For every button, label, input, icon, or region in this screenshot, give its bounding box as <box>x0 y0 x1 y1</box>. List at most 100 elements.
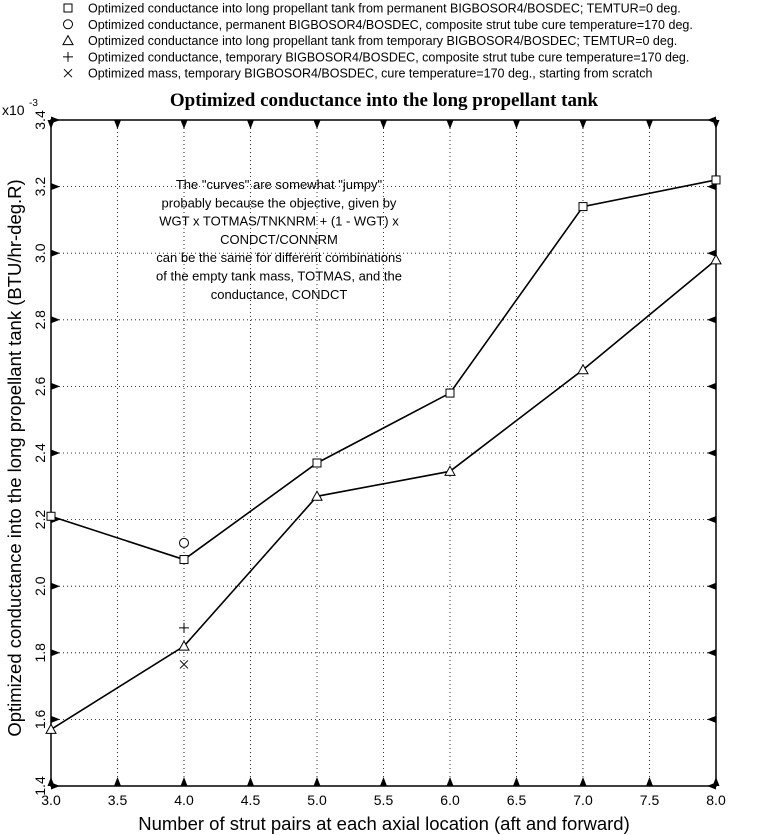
x-tick-top <box>380 120 387 129</box>
x-tick-bottom <box>380 777 387 786</box>
x-axis-label: Number of strut pairs at each axial loca… <box>138 813 630 834</box>
y-tick-label: 3.4 <box>32 110 48 130</box>
series-plus <box>179 622 189 633</box>
y-tick-label: 2.2 <box>32 510 48 530</box>
triangle-marker <box>178 640 190 651</box>
square-marker <box>179 555 189 565</box>
y-tick-labels: 1.4 1.6 1.8 2.0 2.2 2.4 2.6 2.8 3.0 3.2 3.4 <box>32 110 48 796</box>
x-tick-top <box>579 120 587 129</box>
y-tick-label: 2.0 <box>32 576 48 596</box>
annotation: The "curves" are somewhat "jumpy" probabl… <box>156 177 402 302</box>
square-marker <box>711 175 721 185</box>
x-tick-bottom <box>313 777 321 786</box>
x-tick-label: 8.0 <box>706 792 726 808</box>
circle-marker <box>63 19 73 30</box>
y-tick-left <box>51 582 60 590</box>
series-x <box>179 660 189 669</box>
y-tick-right <box>707 649 716 657</box>
x-tick-label: 3.5 <box>108 792 128 808</box>
plus-marker <box>179 622 189 633</box>
y-multiplier-exponent: -3 <box>29 98 38 109</box>
triangle-marker <box>710 253 722 265</box>
series-line <box>50 179 717 561</box>
y-multiplier-base: x10 <box>2 102 25 118</box>
annotation-line: can be the same for different combinatio… <box>156 250 402 265</box>
x-marker <box>179 660 189 669</box>
x-tick-bottom <box>247 777 254 786</box>
y-tick-right <box>707 183 716 191</box>
y-tick-left <box>51 382 60 390</box>
square-marker <box>63 3 73 13</box>
annotation-line: probably because the objective, given by <box>162 195 397 210</box>
y-tick-right <box>707 582 716 590</box>
x-tick-label: 5.0 <box>307 792 327 808</box>
x-tick-top <box>446 120 454 129</box>
series-triangle <box>45 253 722 734</box>
x-tick-label: 7.0 <box>573 792 593 808</box>
y-tick-left <box>51 183 60 191</box>
x-tick-top <box>114 120 121 129</box>
y-tick-right <box>707 116 716 124</box>
x-tick-top <box>247 120 254 129</box>
y-tick-right <box>707 316 716 324</box>
legend: Optimized conductance into long propella… <box>62 2 693 81</box>
square-marker <box>445 388 455 398</box>
x-tick-bottom <box>579 777 587 786</box>
triangle-marker <box>444 465 456 476</box>
y-tick-label: 2.8 <box>32 310 48 330</box>
annotation-line: CONDCT/CONNRM <box>220 232 338 247</box>
x-tick-label: 4.5 <box>241 792 261 808</box>
triangle-marker <box>311 490 323 501</box>
triangle-marker <box>577 363 589 375</box>
y-tick-left <box>51 715 60 723</box>
x-tick-label: 6.5 <box>507 792 527 808</box>
y-tick-label: 2.6 <box>32 376 48 396</box>
y-multiplier-label: x10 -3 <box>2 98 38 118</box>
x-tick-label: 6.0 <box>440 792 460 808</box>
y-tick-right <box>707 249 716 257</box>
annotation-line: WGT x TOTMAS/TNKNRM + (1 - WGT) x <box>159 214 399 229</box>
y-tick-right <box>707 516 716 524</box>
y-tick-right <box>707 449 716 457</box>
x-tick-top <box>313 120 321 129</box>
y-axis-label: Optimized conductance into the long prop… <box>4 179 25 736</box>
annotation-line: of the empty tank mass, TOTMAS, and the <box>156 269 402 284</box>
x-tick-top <box>180 120 188 129</box>
x-tick-bottom <box>180 777 188 786</box>
annotation-line: The "curves" are somewhat "jumpy" <box>176 177 383 192</box>
x-tick-label: 4.0 <box>174 792 194 808</box>
y-tick-label: 1.6 <box>32 709 48 729</box>
legend-entry-label: Optimized mass, temporary BIGBOSOR4/BOSD… <box>88 67 652 81</box>
x-tick-label: 5.5 <box>374 792 394 808</box>
legend-entry-label: Optimized conductance into long propella… <box>88 34 677 48</box>
grid <box>51 120 716 786</box>
x-tick-labels: 3.0 3.5 4.0 4.5 5.0 5.5 6.0 6.5 7.0 7.5 8.0 <box>41 792 726 808</box>
y-tick-left <box>51 116 60 124</box>
x-tick-bottom <box>513 777 520 786</box>
legend-entry-label: Optimized conductance into long propella… <box>88 2 681 16</box>
x-tick-bottom <box>446 777 454 786</box>
y-tick-label: 3.2 <box>32 177 48 197</box>
y-tick-label: 1.8 <box>32 643 48 663</box>
y-tick-right <box>707 382 716 390</box>
chart-title: Optimized conductance into the long prop… <box>170 90 599 111</box>
x-tick-top <box>646 120 653 129</box>
x-tick-top <box>513 120 520 129</box>
y-tick-label: 2.4 <box>32 443 48 463</box>
series-layer <box>45 175 722 734</box>
x-tick-bottom <box>646 777 653 786</box>
y-tick-left <box>51 782 60 790</box>
y-tick-label: 1.4 <box>32 776 48 796</box>
series-square <box>46 175 721 565</box>
y-tick-left <box>51 316 60 324</box>
series-line <box>50 259 717 731</box>
x-tick-label: 7.5 <box>640 792 660 808</box>
series-circle <box>179 537 189 548</box>
plus-marker <box>63 51 73 62</box>
legend-entry-label: Optimized conductance, permanent BIGBOSO… <box>88 18 693 32</box>
x-marker <box>63 68 73 78</box>
y-tick-right <box>707 715 716 723</box>
x-tick-label: 3.0 <box>41 792 61 808</box>
triangle-marker <box>62 34 74 46</box>
